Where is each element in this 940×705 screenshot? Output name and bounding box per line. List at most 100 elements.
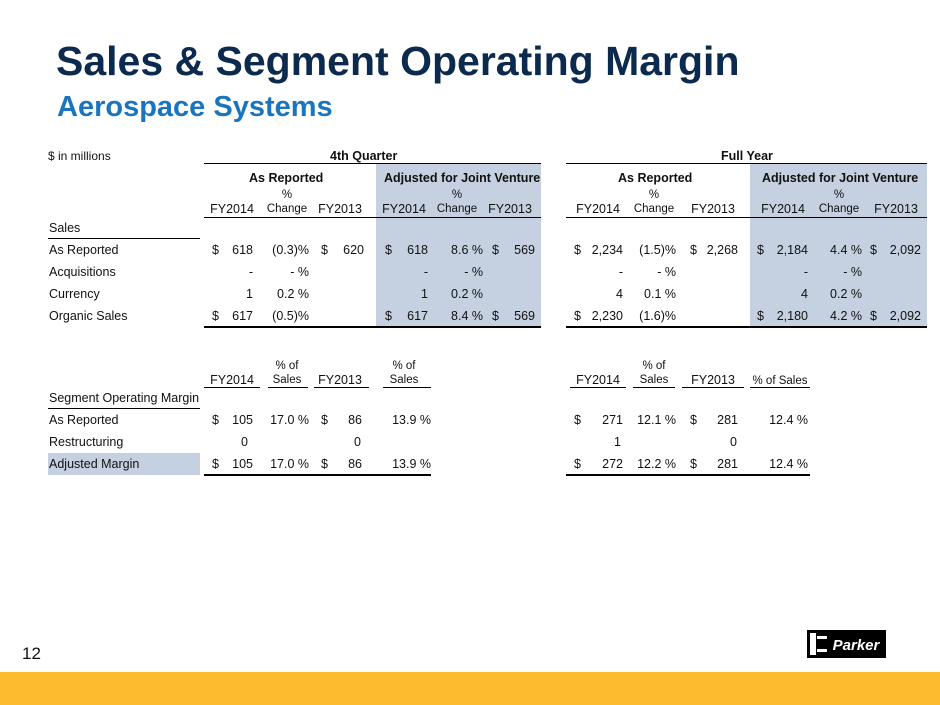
cell-dollar: $ bbox=[574, 309, 581, 323]
rule-section-margin bbox=[48, 408, 200, 409]
rule-margin-headers bbox=[204, 387, 260, 388]
page-number: 12 bbox=[22, 644, 41, 663]
shade-y-adj bbox=[750, 163, 927, 327]
group-header-y-rep: As Reported bbox=[618, 171, 693, 185]
rule-total-margin-q bbox=[204, 474, 431, 476]
col-fy2014: FY2014 bbox=[761, 202, 805, 216]
col-pct: % bbox=[833, 189, 845, 201]
cell-value: 2,230 bbox=[591, 309, 623, 323]
accent-bar bbox=[0, 672, 940, 705]
cell-change: (1.6)% bbox=[639, 309, 676, 323]
cell-dollar: $ bbox=[321, 457, 328, 471]
row-label: As Reported bbox=[49, 413, 119, 427]
cell-value: - bbox=[803, 265, 808, 279]
group-header-q-rep: As Reported bbox=[249, 171, 324, 185]
logo-text: Parker bbox=[833, 637, 881, 654]
units-note: $ in millions bbox=[48, 149, 111, 163]
cell-change: - % bbox=[843, 265, 862, 279]
cell-dollar: $ bbox=[757, 243, 764, 257]
cell-pct: 12.4 % bbox=[769, 413, 808, 427]
rule-total-y-rep bbox=[566, 326, 750, 328]
row-label: Currency bbox=[49, 287, 100, 301]
cell-change: - % bbox=[290, 265, 309, 279]
cell-dollar: $ bbox=[212, 413, 219, 427]
rule-col-headers bbox=[566, 217, 927, 218]
col-pct: % bbox=[281, 189, 293, 201]
page-subtitle: Aerospace Systems bbox=[57, 91, 333, 123]
col-fy2013: FY2013 bbox=[691, 373, 735, 387]
col-fy2014: FY2014 bbox=[576, 202, 620, 216]
cell-value: 105 bbox=[232, 413, 253, 427]
row-label: Acquisitions bbox=[49, 265, 116, 279]
cell-change: (0.5)% bbox=[272, 309, 309, 323]
rule-margin-headers bbox=[268, 387, 308, 388]
period-header-year: Full Year bbox=[721, 149, 773, 163]
col-pct-of: % of bbox=[392, 360, 416, 372]
cell-dollar: $ bbox=[870, 243, 877, 257]
cell-value: 569 bbox=[514, 243, 535, 257]
cell-value: 1 bbox=[614, 435, 621, 449]
rule-col-headers bbox=[204, 217, 541, 218]
cell-pct: 17.0 % bbox=[270, 413, 309, 427]
rule-margin-headers bbox=[750, 387, 810, 388]
cell-change: 8.4 % bbox=[451, 309, 483, 323]
cell-dollar: $ bbox=[870, 309, 877, 323]
cell-value: 1 bbox=[246, 287, 253, 301]
row-label: Organic Sales bbox=[49, 309, 128, 323]
parker-logo: Parker bbox=[807, 630, 886, 658]
cell-value: 86 bbox=[348, 413, 362, 427]
cell-pct: 12.2 % bbox=[637, 457, 676, 471]
col-fy2013: FY2013 bbox=[874, 202, 918, 216]
rule-period-year bbox=[566, 163, 927, 164]
col-fy2014: FY2014 bbox=[382, 202, 426, 216]
cell-value: 620 bbox=[343, 243, 364, 257]
col-pct-of-sales: % of Sales bbox=[752, 375, 808, 387]
cell-dollar: $ bbox=[492, 309, 499, 323]
cell-dollar: $ bbox=[321, 413, 328, 427]
cell-value: 86 bbox=[348, 457, 362, 471]
cell-value: - bbox=[423, 265, 428, 279]
rule-margin-headers bbox=[633, 387, 675, 388]
cell-value: 2,180 bbox=[776, 309, 808, 323]
cell-value: 0 bbox=[730, 435, 737, 449]
rule-margin-headers bbox=[383, 387, 431, 388]
cell-pct: 17.0 % bbox=[270, 457, 309, 471]
cell-value: 569 bbox=[514, 309, 535, 323]
shade-adjusted-margin bbox=[48, 453, 200, 475]
cell-change: 0.1 % bbox=[644, 287, 676, 301]
cell-dollar: $ bbox=[690, 243, 697, 257]
cell-dollar: $ bbox=[212, 243, 219, 257]
col-sales: Sales bbox=[639, 374, 669, 386]
rule-margin-headers bbox=[682, 387, 744, 388]
col-pct-of: % of bbox=[642, 360, 666, 372]
row-label: As Reported bbox=[49, 243, 119, 257]
cell-value: 281 bbox=[717, 413, 738, 427]
rule-margin-headers bbox=[570, 387, 626, 388]
col-fy2013: FY2013 bbox=[318, 373, 362, 387]
col-fy2014: FY2014 bbox=[210, 202, 254, 216]
group-header-y-adj: Adjusted for Joint Venture bbox=[762, 171, 919, 185]
col-change: Change bbox=[818, 203, 860, 215]
section-label-margin: Segment Operating Margin bbox=[49, 391, 200, 405]
cell-value: 105 bbox=[232, 457, 253, 471]
cell-value: 617 bbox=[232, 309, 253, 323]
cell-change: 8.6 % bbox=[451, 243, 483, 257]
cell-dollar: $ bbox=[385, 243, 392, 257]
cell-pct: 13.9 % bbox=[392, 457, 431, 471]
rule-total-margin-y bbox=[566, 474, 810, 476]
cell-change: 4.4 % bbox=[830, 243, 862, 257]
cell-value: 4 bbox=[616, 287, 623, 301]
page-title: Sales & Segment Operating Margin bbox=[56, 38, 740, 84]
cell-value: 281 bbox=[717, 457, 738, 471]
cell-dollar: $ bbox=[212, 457, 219, 471]
row-label: Adjusted Margin bbox=[49, 457, 140, 471]
cell-dollar: $ bbox=[757, 309, 764, 323]
col-sales: Sales bbox=[272, 374, 302, 386]
rule-section-sales bbox=[48, 238, 200, 239]
rule-total-q-adj bbox=[376, 326, 541, 328]
cell-pct: 13.9 % bbox=[392, 413, 431, 427]
cell-dollar: $ bbox=[690, 457, 697, 471]
cell-value: 1 bbox=[421, 287, 428, 301]
cell-value: 2,268 bbox=[706, 243, 738, 257]
cell-pct: 12.4 % bbox=[769, 457, 808, 471]
